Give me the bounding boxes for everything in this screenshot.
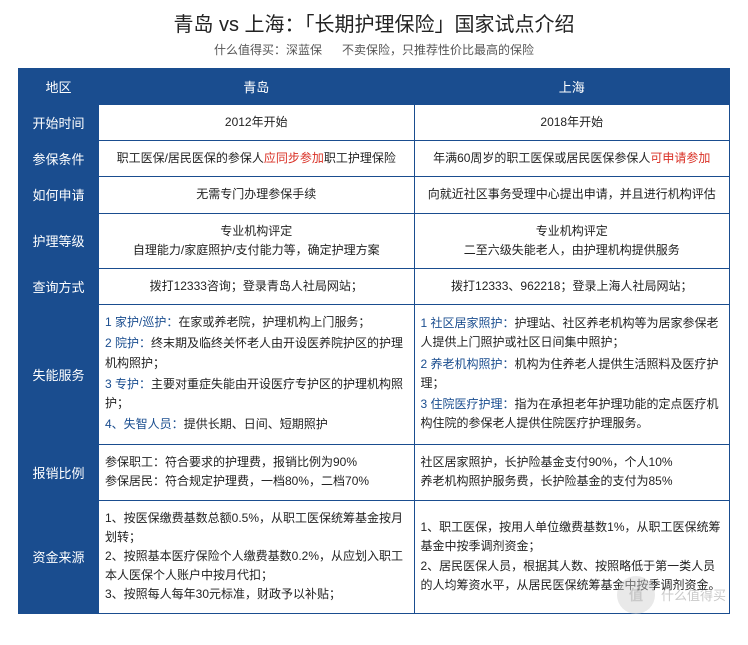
text: 年满60周岁的职工医保或居民医保参保人	[433, 151, 650, 165]
list-item: 1、职工医保，按用人单位缴费基数1%，从职工医保统筹基金中按季调剂资金；	[421, 518, 724, 556]
cell-shanghai: 拨打12333、962218；登录上海人社局网站；	[414, 268, 730, 304]
text-line: 参保居民：符合规定护理费，一档80%，二档70%	[105, 472, 408, 491]
row-label: 开始时间	[19, 105, 99, 141]
list-item: 1 社区居家照护：护理站、社区养老机构等为居家参保老人提供上门照护或社区日间集中…	[421, 314, 724, 352]
text: 职工护理保险	[324, 151, 396, 165]
highlight-text: 可申请参加	[650, 151, 710, 165]
row-label: 失能服务	[19, 305, 99, 445]
service-key: 2 养老机构照护：	[421, 357, 515, 371]
row-label: 参保条件	[19, 141, 99, 177]
col-qingdao: 青岛	[99, 69, 415, 105]
watermark-text: 什么值得买	[661, 585, 726, 604]
row-label: 查询方式	[19, 268, 99, 304]
table-header-row: 地区 青岛 上海	[19, 69, 730, 105]
row-apply: 如何申请 无需专门办理参保手续 向就近社区事务受理中心提出申请，并且进行机构评估	[19, 177, 730, 213]
cell-qingdao: 参保职工：符合要求的护理费，报销比例为90% 参保居民：符合规定护理费，一档80…	[99, 445, 415, 500]
service-key: 3 住院医疗护理：	[421, 397, 515, 411]
service-key: 1 社区居家照护：	[421, 316, 515, 330]
list-item: 3、按照每人每年30元标准，财政予以补贴；	[105, 585, 408, 604]
col-region: 地区	[19, 69, 99, 105]
watermark-icon: 值	[617, 576, 655, 614]
service-value: 提供长期、日间、短期照护	[184, 417, 328, 431]
list-item: 1 家护/巡护：在家或养老院，护理机构上门服务；	[105, 313, 408, 332]
row-query: 查询方式 拨打12333咨询；登录青岛人社局网站； 拨打12333、962218…	[19, 268, 730, 304]
page-container: 青岛 vs 上海：「长期护理保险」国家试点介绍 什么值得买：深蓝保 不卖保险，只…	[0, 0, 748, 632]
col-shanghai: 上海	[414, 69, 730, 105]
text-line: 养老机构照护服务费，长护险基金的支付为85%	[421, 472, 724, 491]
list-item: 2 养老机构照护：机构为住养老人提供生活照料及医疗护理；	[421, 355, 724, 393]
text-line: 社区居家照护，长护险基金支付90%，个人10%	[421, 453, 724, 472]
cell-qingdao: 拨打12333咨询；登录青岛人社局网站；	[99, 268, 415, 304]
subtitle-left: 什么值得买：深蓝保	[214, 43, 322, 57]
service-key: 4、失智人员：	[105, 417, 184, 431]
cell-qingdao: 2012年开始	[99, 105, 415, 141]
cell-qingdao: 1、按医保缴费基数总额0.5%，从职工医保统筹基金按月划转；2、按照基本医疗保险…	[99, 500, 415, 613]
text: 职工医保/居民医保的参保人	[117, 151, 264, 165]
text-line: 专业机构评定	[421, 222, 724, 241]
row-label: 如何申请	[19, 177, 99, 213]
cell-qingdao: 无需专门办理参保手续	[99, 177, 415, 213]
list-item: 3 专护：主要对重症失能由开设医疗专护区的护理机构照护；	[105, 375, 408, 413]
row-level: 护理等级 专业机构评定 自理能力/家庭照护/支付能力等，确定护理方案 专业机构评…	[19, 213, 730, 268]
cell-qingdao: 专业机构评定 自理能力/家庭照护/支付能力等，确定护理方案	[99, 213, 415, 268]
list-item: 3 住院医疗护理：指为在承担老年护理功能的定点医疗机构住院的参保老人提供住院医疗…	[421, 395, 724, 433]
text-line: 二至六级失能老人，由护理机构提供服务	[421, 241, 724, 260]
service-key: 2 院护：	[105, 336, 151, 350]
service-key: 1 家护/巡护：	[105, 315, 178, 329]
page-subtitle: 什么值得买：深蓝保 不卖保险，只推荐性价比最高的保险	[18, 41, 730, 58]
list-item: 2 院护：终末期及临终关怀老人由开设医养院护区的护理机构照护；	[105, 334, 408, 372]
cell-shanghai: 2018年开始	[414, 105, 730, 141]
row-label: 报销比例	[19, 445, 99, 500]
row-label: 护理等级	[19, 213, 99, 268]
highlight-text: 应同步参加	[264, 151, 324, 165]
cell-shanghai: 1 社区居家照护：护理站、社区养老机构等为居家参保老人提供上门照护或社区日间集中…	[414, 305, 730, 445]
list-item: 2、按照基本医疗保险个人缴费基数0.2%，从应划入职工本人医保个人账户中按月代扣…	[105, 547, 408, 585]
cell-shanghai: 专业机构评定 二至六级失能老人，由护理机构提供服务	[414, 213, 730, 268]
text-line: 自理能力/家庭照护/支付能力等，确定护理方案	[105, 241, 408, 260]
cell-qingdao: 1 家护/巡护：在家或养老院，护理机构上门服务； 2 院护：终末期及临终关怀老人由…	[99, 305, 415, 445]
cell-shanghai: 年满60周岁的职工医保或居民医保参保人可申请参加	[414, 141, 730, 177]
row-service: 失能服务 1 家护/巡护：在家或养老院，护理机构上门服务； 2 院护：终末期及临终…	[19, 305, 730, 445]
cell-qingdao: 职工医保/居民医保的参保人应同步参加职工护理保险	[99, 141, 415, 177]
subtitle-right: 不卖保险，只推荐性价比最高的保险	[342, 43, 534, 57]
list-item: 4、失智人员：提供长期、日间、短期照护	[105, 415, 408, 434]
page-title: 青岛 vs 上海：「长期护理保险」国家试点介绍	[18, 8, 730, 37]
list-item: 1、按医保缴费基数总额0.5%，从职工医保统筹基金按月划转；	[105, 509, 408, 547]
cell-shanghai: 社区居家照护，长护险基金支付90%，个人10% 养老机构照护服务费，长护险基金的…	[414, 445, 730, 500]
row-label: 资金来源	[19, 500, 99, 613]
text-line: 专业机构评定	[105, 222, 408, 241]
text-line: 参保职工：符合要求的护理费，报销比例为90%	[105, 453, 408, 472]
comparison-table: 地区 青岛 上海 开始时间 2012年开始 2018年开始 参保条件 职工医保/…	[18, 68, 730, 614]
watermark: 值 什么值得买	[617, 576, 726, 614]
service-value: 在家或养老院，护理机构上门服务；	[178, 315, 370, 329]
row-enroll: 参保条件 职工医保/居民医保的参保人应同步参加职工护理保险 年满60周岁的职工医…	[19, 141, 730, 177]
row-reimburse: 报销比例 参保职工：符合要求的护理费，报销比例为90% 参保居民：符合规定护理费…	[19, 445, 730, 500]
row-start-time: 开始时间 2012年开始 2018年开始	[19, 105, 730, 141]
cell-shanghai: 向就近社区事务受理中心提出申请，并且进行机构评估	[414, 177, 730, 213]
service-key: 3 专护：	[105, 377, 151, 391]
